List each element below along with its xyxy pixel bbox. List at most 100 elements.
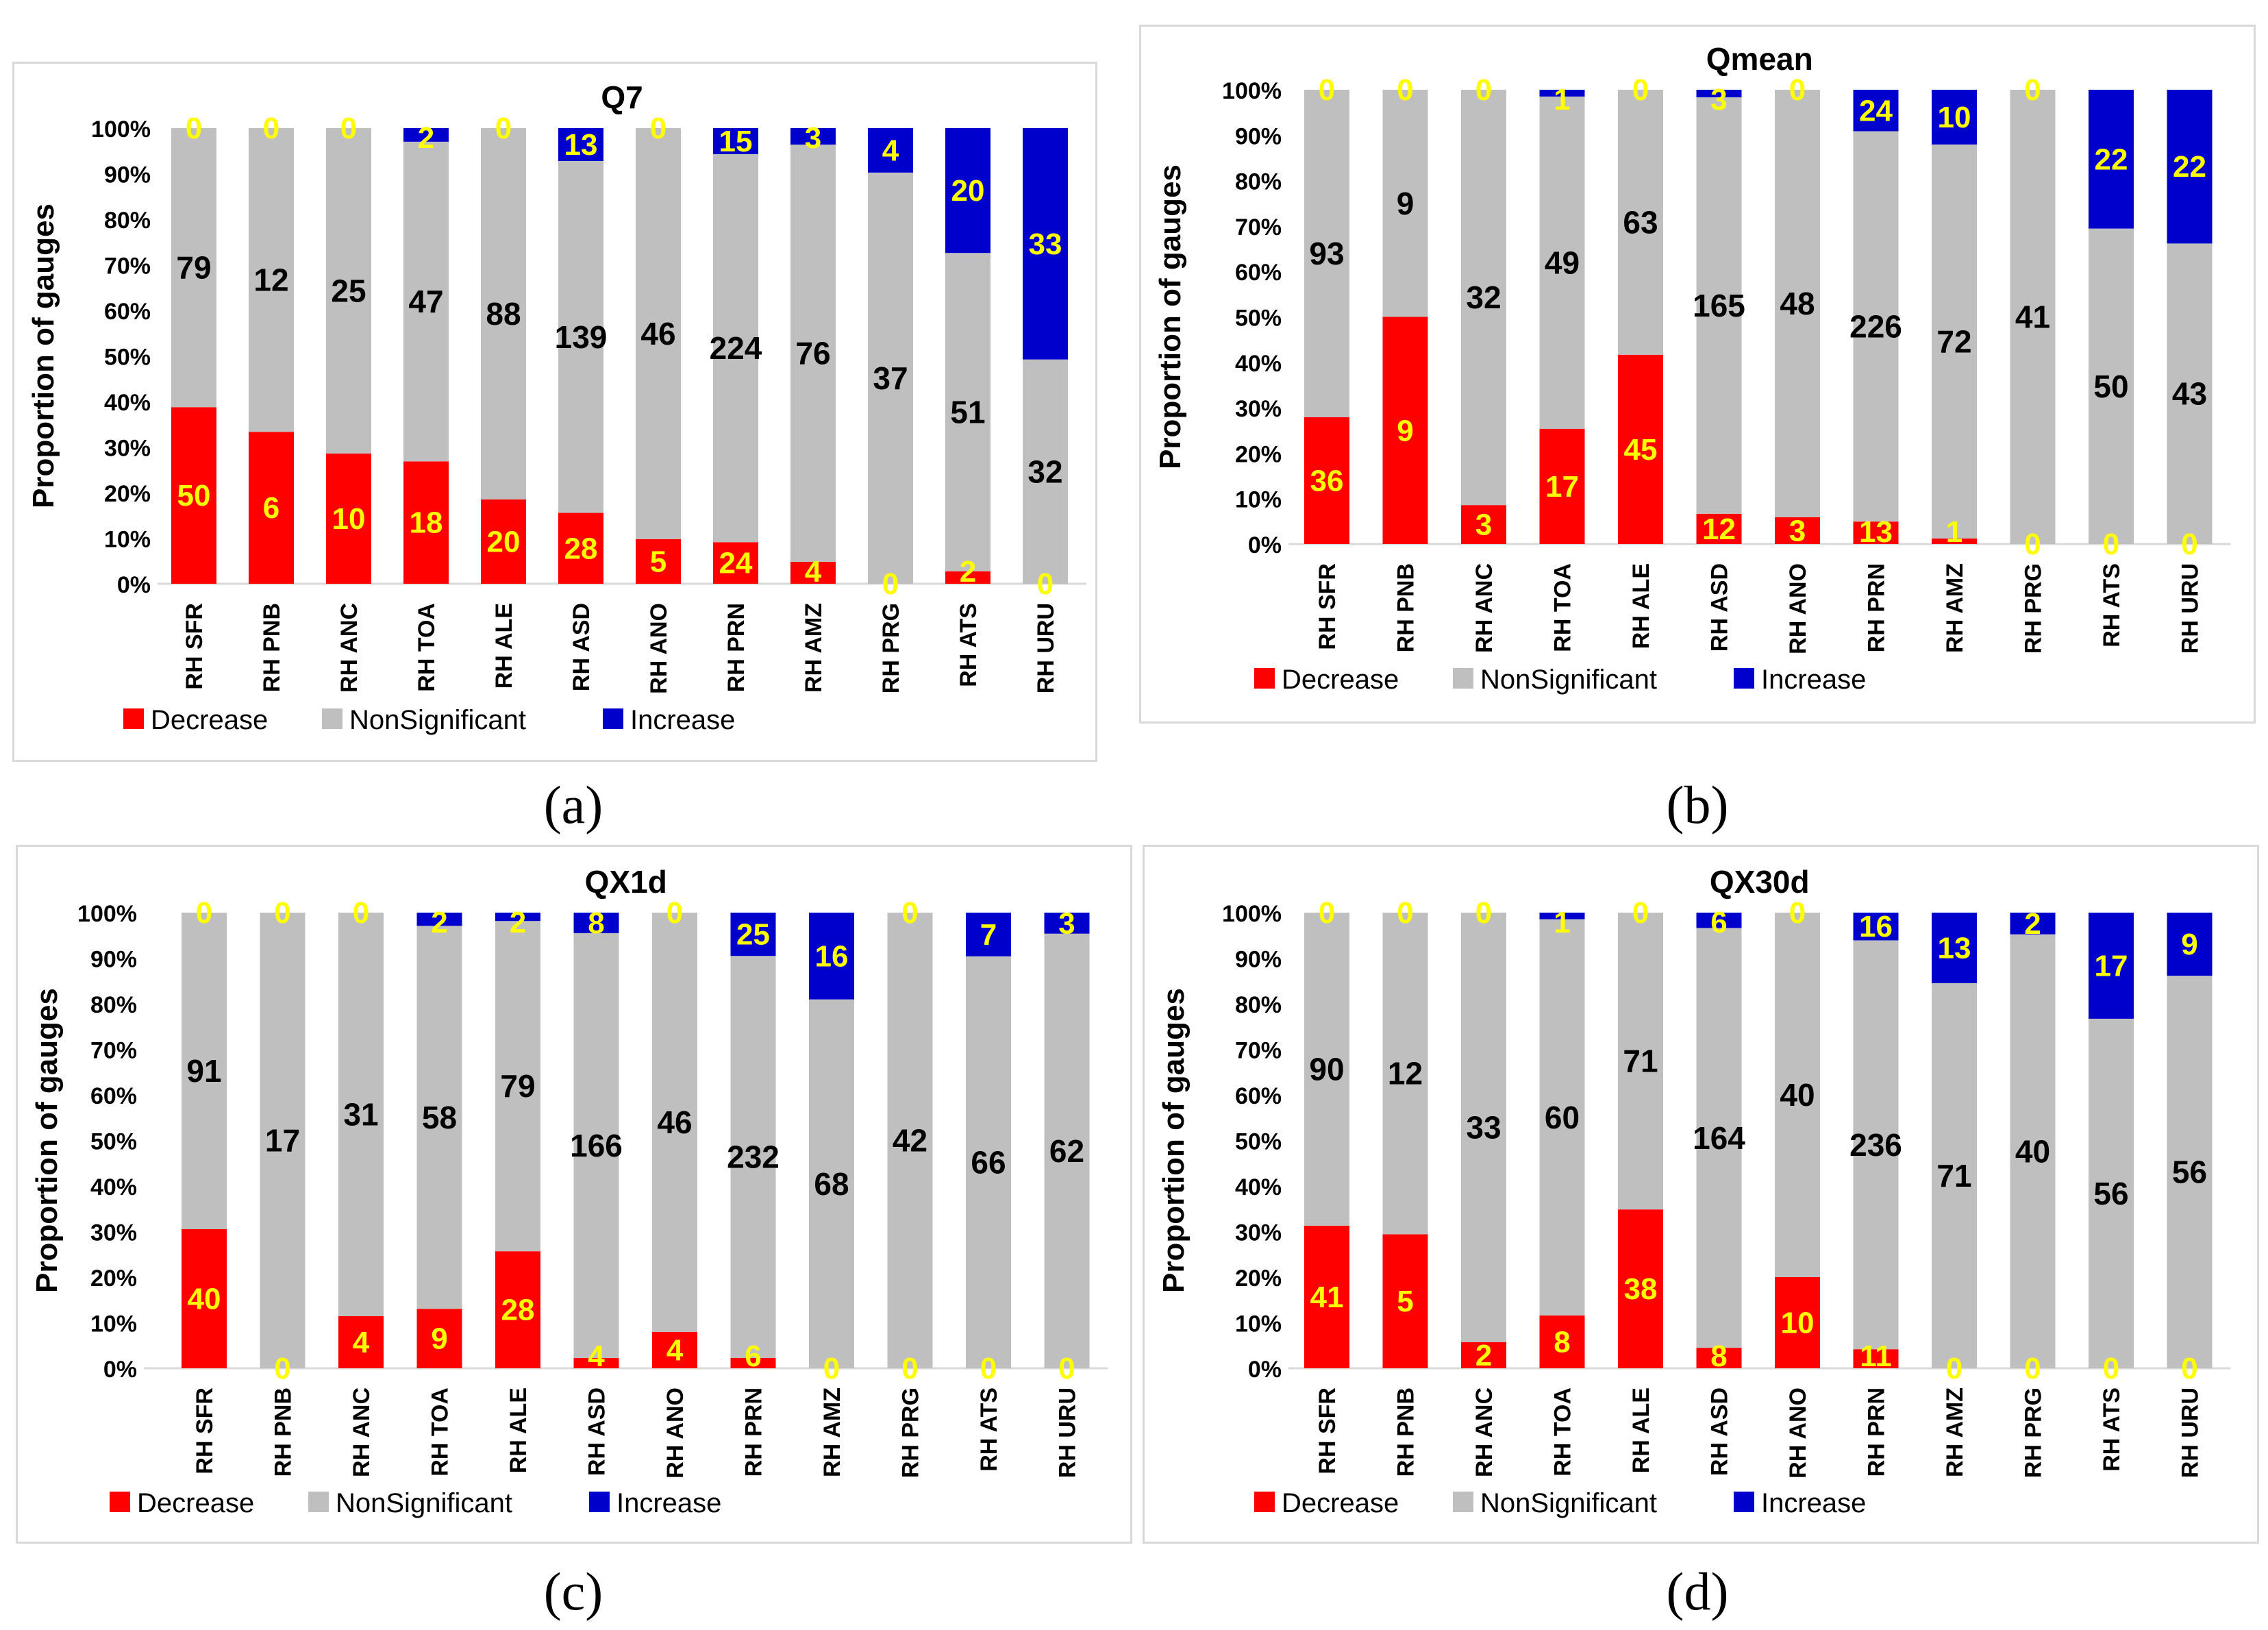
data-label-increase-a-rh-pnb: 0	[263, 112, 279, 145]
bar-increase-d-rh-ats	[2089, 913, 2134, 1019]
data-label-decrease-a-rh-pnb: 6	[263, 491, 279, 525]
bar-increase-d-rh-toa	[1539, 913, 1585, 919]
data-label-increase-d-rh-amz: 13	[1938, 931, 1971, 965]
y-tick-label-b-90: 90%	[1235, 123, 1282, 149]
y-axis-label-a: Proportion of gauges	[27, 203, 60, 508]
y-tick-label-a-50: 50%	[104, 345, 151, 371]
bar-increase-a-rh-ats	[945, 128, 990, 254]
caption-d: (d)	[1666, 1561, 1729, 1621]
data-label-increase-a-rh-sfr: 0	[186, 112, 202, 145]
data-label-increase-b-rh-pnb: 0	[1397, 73, 1413, 107]
data-label-nonsignificant-d-rh-ale: 71	[1623, 1044, 1658, 1079]
data-label-decrease-c-rh-anc: 4	[353, 1326, 370, 1359]
data-label-nonsignificant-a-rh-ats: 51	[950, 394, 985, 430]
data-label-increase-b-rh-ano: 0	[1789, 73, 1806, 107]
data-label-nonsignificant-b-rh-anc: 32	[1466, 280, 1501, 315]
x-tick-label-a-rh-uru: RH URU	[1033, 603, 1059, 693]
data-label-nonsignificant-b-rh-asd: 165	[1693, 288, 1745, 323]
bar-decrease-c-rh-ano	[652, 1331, 697, 1368]
data-label-decrease-a-rh-anc: 10	[332, 502, 366, 536]
data-label-decrease-c-rh-toa: 9	[431, 1322, 447, 1356]
bar-decrease-b-rh-amz	[1932, 539, 1977, 544]
bar-increase-c-rh-ats	[966, 913, 1011, 956]
bar-nonsignificant-a-rh-pnb	[249, 128, 294, 432]
y-tick-label-b-70: 70%	[1235, 214, 1282, 240]
bar-decrease-c-rh-prn	[730, 1357, 776, 1368]
bar-increase-d-rh-amz	[1932, 913, 1977, 983]
data-label-nonsignificant-d-rh-pnb: 12	[1388, 1056, 1423, 1091]
x-tick-label-a-rh-ano: RH ANO	[646, 603, 672, 694]
data-label-decrease-b-rh-ats: 0	[2103, 528, 2119, 561]
data-label-increase-c-rh-prg: 0	[901, 896, 918, 930]
bar-nonsignificant-a-rh-toa	[403, 141, 449, 462]
y-tick-label-d-100: 100%	[1222, 901, 1282, 927]
data-label-increase-a-rh-toa: 2	[418, 121, 434, 155]
bar-nonsignificant-a-rh-ano	[636, 128, 681, 539]
x-tick-label-a-rh-ats: RH ATS	[956, 603, 982, 687]
bar-decrease-b-rh-ano	[1775, 517, 1820, 544]
y-tick-label-c-20: 20%	[90, 1265, 137, 1292]
data-label-nonsignificant-a-rh-prn: 224	[710, 330, 762, 366]
chart-title-c: QX1d	[585, 864, 667, 900]
legend-swatch-increase-c	[589, 1492, 610, 1512]
y-tick-label-d-70: 70%	[1235, 1038, 1282, 1064]
x-tick-label-c-rh-anc: RH ANC	[349, 1387, 375, 1477]
bar-nonsignificant-d-rh-prn	[1853, 940, 1899, 1350]
legend-swatch-increase-b	[1734, 668, 1754, 689]
bar-nonsignificant-a-rh-prg	[868, 172, 913, 584]
data-label-increase-a-rh-uru: 33	[1029, 227, 1062, 261]
bar-increase-c-rh-uru	[1044, 913, 1090, 934]
data-label-decrease-b-rh-anc: 3	[1475, 508, 1492, 542]
data-label-nonsignificant-a-rh-ale: 88	[486, 296, 521, 332]
bar-nonsignificant-b-rh-ano	[1775, 90, 1820, 517]
bar-nonsignificant-c-rh-ano	[652, 913, 697, 1332]
y-tick-label-c-60: 60%	[90, 1083, 137, 1109]
bar-nonsignificant-d-rh-prg	[2010, 934, 2056, 1368]
y-tick-label-d-30: 30%	[1235, 1220, 1282, 1246]
y-tick-label-c-100: 100%	[77, 901, 137, 927]
bar-nonsignificant-a-rh-asd	[558, 161, 603, 513]
data-label-decrease-b-rh-amz: 1	[1946, 515, 1962, 549]
data-label-nonsignificant-c-rh-toa: 58	[422, 1100, 457, 1135]
bar-nonsignificant-c-rh-pnb	[260, 913, 306, 1368]
bar-decrease-a-rh-ale	[481, 499, 526, 584]
bar-decrease-b-rh-sfr	[1304, 417, 1349, 544]
bar-decrease-d-rh-pnb	[1382, 1234, 1428, 1368]
bar-nonsignificant-b-rh-pnb	[1382, 90, 1428, 317]
data-label-decrease-d-rh-anc: 2	[1475, 1339, 1492, 1372]
data-label-increase-c-rh-anc: 0	[353, 896, 369, 930]
x-tick-label-c-rh-uru: RH URU	[1055, 1387, 1081, 1478]
bar-nonsignificant-b-rh-ale	[1618, 90, 1663, 355]
y-tick-label-a-10: 10%	[104, 527, 151, 553]
data-label-increase-d-rh-ano: 0	[1789, 896, 1806, 930]
data-label-decrease-c-rh-ats: 0	[980, 1352, 997, 1385]
y-tick-label-b-80: 80%	[1235, 169, 1282, 195]
data-label-nonsignificant-b-rh-sfr: 93	[1309, 236, 1344, 271]
bar-nonsignificant-d-rh-anc	[1461, 913, 1506, 1342]
data-label-decrease-d-rh-amz: 0	[1946, 1352, 1962, 1385]
bar-decrease-c-rh-toa	[416, 1309, 462, 1368]
data-label-decrease-b-rh-prn: 13	[1859, 515, 1893, 549]
bar-increase-a-rh-prg	[868, 128, 913, 173]
data-label-increase-d-rh-prn: 16	[1859, 910, 1893, 943]
bar-decrease-a-rh-prn	[713, 542, 758, 584]
data-label-decrease-c-rh-ano: 4	[666, 1333, 684, 1367]
data-label-decrease-c-rh-uru: 0	[1058, 1352, 1075, 1385]
bar-nonsignificant-c-rh-toa	[416, 926, 462, 1309]
data-label-nonsignificant-c-rh-prn: 232	[727, 1139, 780, 1175]
bar-increase-d-rh-uru	[2167, 913, 2213, 976]
bar-nonsignificant-d-rh-sfr	[1304, 913, 1349, 1226]
data-label-decrease-b-rh-sfr: 36	[1310, 464, 1344, 497]
data-label-increase-c-rh-amz: 16	[815, 939, 849, 973]
bar-nonsignificant-c-rh-prg	[887, 913, 933, 1368]
y-tick-label-c-40: 40%	[90, 1174, 137, 1200]
caption-a: (a)	[543, 775, 603, 835]
bar-increase-d-rh-asd	[1696, 913, 1742, 928]
data-label-decrease-d-rh-sfr: 41	[1310, 1281, 1344, 1314]
data-label-increase-a-rh-anc: 0	[340, 112, 357, 145]
bar-decrease-b-rh-ale	[1618, 354, 1663, 544]
data-label-decrease-a-rh-prn: 24	[719, 547, 753, 580]
bar-nonsignificant-a-rh-sfr	[171, 128, 216, 408]
y-tick-label-c-30: 30%	[90, 1220, 137, 1246]
x-tick-label-d-rh-prn: RH PRN	[1864, 1387, 1890, 1477]
